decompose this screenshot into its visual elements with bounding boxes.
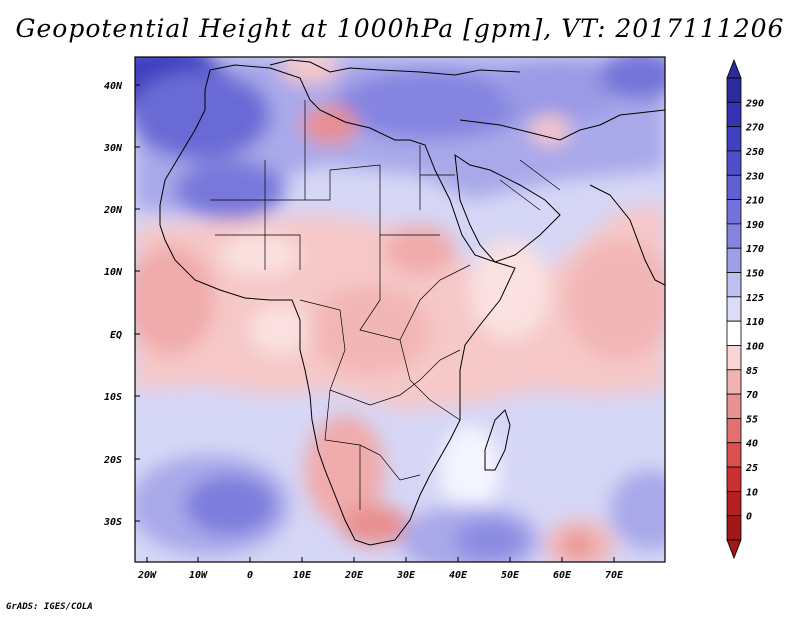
africa-coastline — [159, 64, 516, 546]
colorbar-swatch — [726, 296, 742, 322]
lon-label: 60E — [553, 570, 572, 581]
lat-tick-20S: 20S — [103, 455, 140, 466]
colorbar-swatch — [726, 174, 742, 200]
lon-label: 10E — [293, 570, 312, 581]
lon-label: 50E — [501, 570, 520, 581]
colorbar-bottom-arrow — [726, 539, 742, 560]
lat-tick-30N: 30N — [103, 143, 140, 154]
map-title: Geopotential Height at 1000hPa [gpm], VT… — [15, 14, 785, 43]
lon-label: 10W — [189, 570, 208, 581]
colorbar-level-label: 70 — [746, 390, 758, 401]
lat-label: EQ — [110, 330, 122, 341]
colorbar-swatch — [726, 442, 742, 468]
colorbar-level-label: 85 — [746, 366, 758, 377]
colorbar-level-label: 170 — [746, 244, 764, 255]
lat-label: 10S — [104, 392, 122, 403]
lon-tick-50E: 50E — [501, 557, 520, 581]
lat-label: 10N — [104, 267, 123, 278]
lat-tick-EQ: EQ — [110, 330, 140, 341]
lat-label: 20N — [103, 205, 123, 216]
arabia-coastline — [454, 153, 561, 263]
colorbar-swatch — [726, 466, 742, 492]
height-field — [135, 57, 665, 562]
india-coastline — [589, 184, 665, 286]
map-frame — [134, 56, 666, 563]
colorbar-level-label: 290 — [745, 98, 764, 109]
colorbar-swatch — [726, 199, 742, 225]
lon-tick-10E: 10E — [293, 557, 312, 581]
lat-tick-30S: 30S — [103, 517, 140, 528]
colorbar-swatch — [726, 247, 742, 273]
colorbar-swatch — [726, 515, 742, 541]
colorbar-level-label: 190 — [746, 220, 764, 231]
colorbar-swatch — [726, 418, 742, 444]
lat-tick-10S: 10S — [104, 392, 140, 403]
lat-tick-40N: 40N — [104, 81, 140, 92]
lon-tick-60E: 60E — [553, 557, 572, 581]
longitude-axis: 20W 10W 0 10E 20E 30E 40E 50E 60E 70E — [137, 557, 624, 581]
lat-label: 40N — [104, 81, 123, 92]
lon-tick-10W: 10W — [189, 557, 208, 581]
colorbar-level-label: 230 — [745, 171, 764, 182]
lon-tick-70E: 70E — [605, 557, 624, 581]
colorbar-swatch — [726, 369, 742, 395]
colorbar-level-label: 250 — [745, 147, 764, 158]
colorbar-level-label: 55 — [746, 414, 758, 425]
asia-coastline — [459, 109, 665, 141]
colorbar-level-label: 210 — [745, 196, 764, 207]
colorbar-swatch — [726, 126, 742, 152]
lon-label: 40E — [449, 570, 468, 581]
lon-tick-30E: 30E — [396, 557, 416, 581]
colorbar-legend: 2902702502302101901701501251101008570554… — [726, 58, 764, 560]
political-borders — [210, 100, 561, 510]
colorbar-swatch — [726, 490, 742, 517]
colorbar-swatch — [726, 320, 742, 346]
latitude-axis: 40N 30N 20N 10N EQ 10S 20S 30S — [103, 81, 140, 528]
colorbar-level-label: 0 — [746, 512, 752, 523]
lon-label: 0 — [247, 570, 253, 581]
lat-tick-20N: 20N — [103, 205, 140, 216]
lat-tick-10N: 10N — [104, 267, 140, 278]
lat-label: 30N — [103, 143, 123, 154]
lon-label: 70E — [605, 570, 624, 581]
lon-tick-40E: 40E — [449, 557, 468, 581]
colorbar-swatch — [726, 77, 742, 103]
mediterranean-coastline — [269, 59, 521, 76]
colorbar-level-label: 270 — [745, 123, 764, 134]
colorbar-level-label: 125 — [746, 293, 764, 304]
coastlines — [159, 59, 665, 546]
colorbar-level-label: 100 — [746, 342, 764, 353]
colorbar-level-label: 40 — [746, 439, 758, 450]
colorbar-swatch — [726, 101, 742, 128]
lon-label: 20W — [137, 570, 157, 581]
lat-label: 30S — [103, 517, 122, 528]
colorbar-level-label: 10 — [746, 487, 758, 498]
grads-credit: GrADS: IGES/COLA — [6, 602, 93, 612]
colorbar-level-label: 150 — [746, 269, 764, 280]
colorbar-swatch — [726, 223, 742, 249]
colorbar-swatch — [726, 345, 742, 371]
lon-tick-20E: 20E — [344, 557, 364, 581]
lon-label: 30E — [396, 570, 416, 581]
colorbar-level-label: 110 — [746, 317, 764, 328]
colorbar-top-arrow — [726, 58, 742, 79]
lon-tick-0: 0 — [247, 557, 253, 581]
colorbar-swatch — [726, 393, 742, 419]
colorbar-level-label: 25 — [745, 463, 758, 474]
lon-tick-20W: 20W — [137, 557, 157, 581]
madagascar-coastline — [484, 409, 511, 471]
colorbar-swatch — [726, 272, 742, 298]
lon-label: 20E — [344, 570, 364, 581]
colorbar-swatch — [726, 150, 742, 176]
lat-label: 20S — [103, 455, 122, 466]
